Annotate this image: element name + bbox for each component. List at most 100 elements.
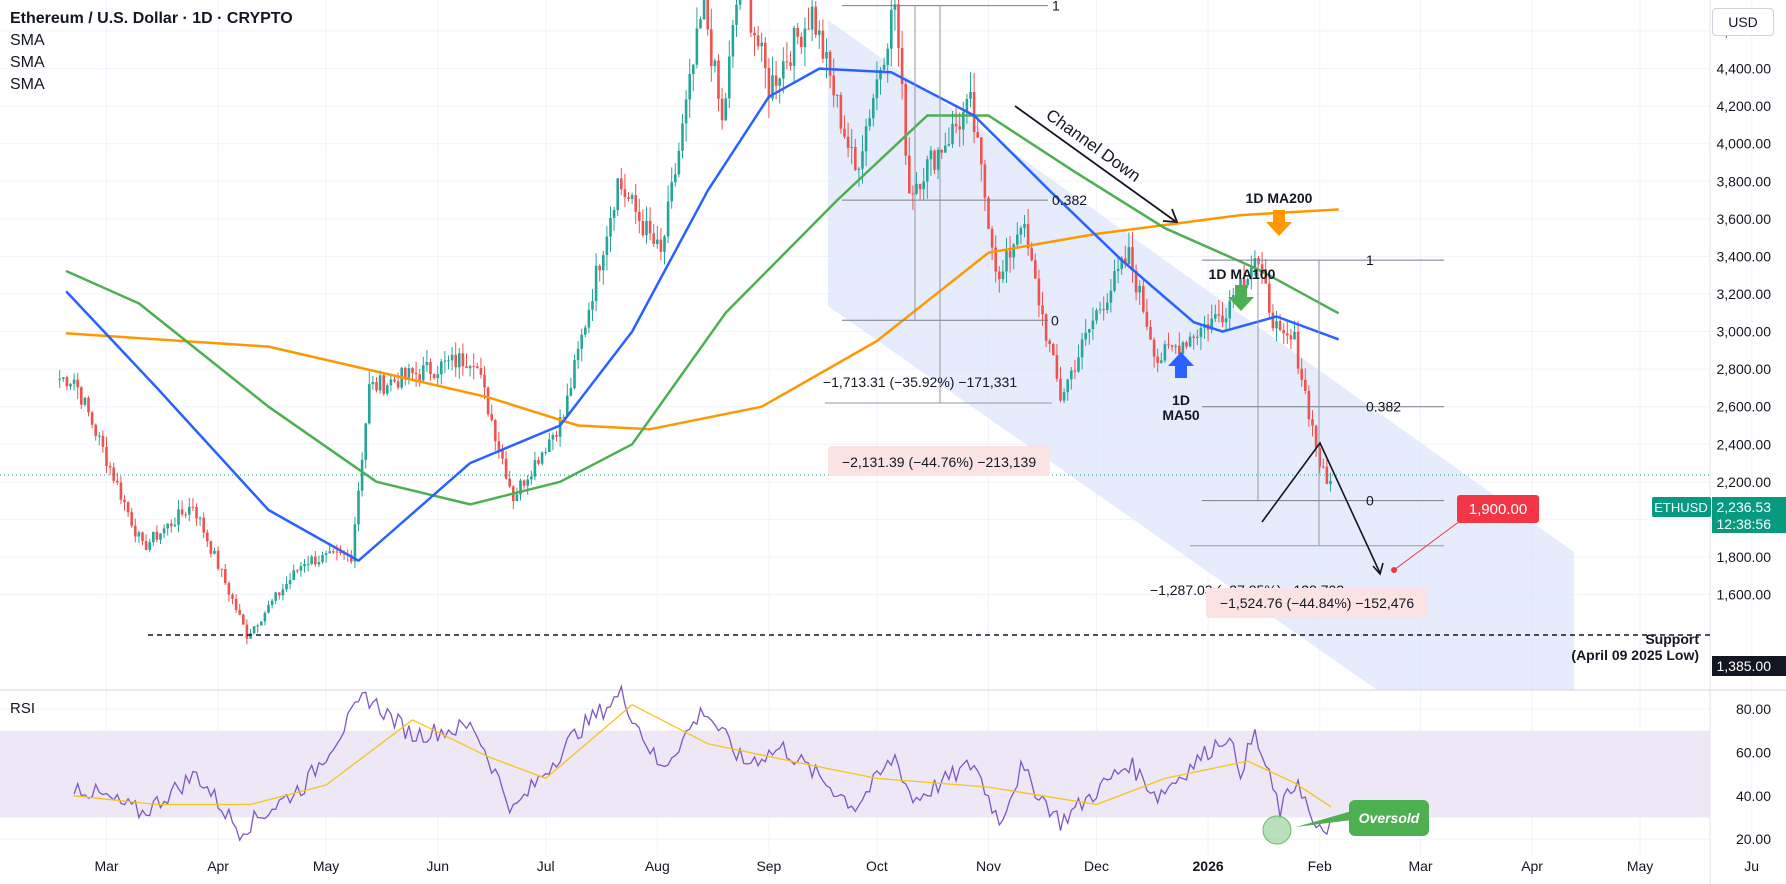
rsi-tick-label: 80.00 — [1736, 701, 1771, 717]
candle-body — [702, 0, 706, 20]
candle-body — [198, 517, 202, 519]
currency-button[interactable]: USD — [1712, 8, 1774, 36]
candle-body — [807, 28, 810, 30]
candle-body — [983, 164, 987, 198]
symbol-tag — [1652, 497, 1711, 517]
time-tick-label: Jun — [426, 858, 449, 874]
candle-body — [580, 334, 583, 349]
rsi-indicator-label[interactable]: RSI — [10, 700, 36, 717]
ma200-annotation: 1D MA200 — [1246, 190, 1313, 206]
ma100-line — [65, 114, 1339, 506]
time-tick-label: Mar — [1408, 858, 1432, 874]
price-tick-label: 4,400.00 — [1717, 61, 1772, 77]
candle-body — [389, 379, 393, 386]
candle-body — [537, 460, 540, 464]
candle-body — [1131, 247, 1134, 271]
candle-body — [630, 195, 634, 199]
candle-body — [278, 592, 281, 596]
candle-body — [260, 621, 263, 626]
candle-body — [602, 255, 605, 271]
candle-body — [324, 553, 328, 555]
price-tick-label: 3,600.00 — [1717, 211, 1772, 227]
candle-body — [638, 211, 641, 221]
candle-body — [774, 75, 778, 86]
price-tick-label: 3,400.00 — [1717, 248, 1772, 264]
candle-body — [1170, 345, 1174, 347]
time-tick-label: May — [313, 858, 339, 874]
candle-body — [339, 551, 342, 554]
candle-body — [1077, 357, 1080, 372]
candle-body — [652, 233, 655, 244]
ma200-arrow — [1266, 210, 1292, 236]
candle-body — [1037, 278, 1041, 306]
price-tick-label: 4,000.00 — [1717, 136, 1772, 152]
candle-body — [951, 123, 954, 145]
candle-body — [810, 6, 814, 30]
candle-body — [414, 372, 418, 375]
candle-body — [170, 523, 173, 527]
candle-body — [724, 98, 727, 121]
candle-body — [918, 183, 922, 190]
candle-body — [116, 480, 119, 483]
candle-body — [501, 449, 504, 459]
candle-body — [1325, 466, 1329, 485]
candle-body — [760, 42, 763, 47]
candle-body — [890, 9, 893, 49]
candle-body — [677, 150, 681, 175]
time-tick-label: Apr — [207, 858, 229, 874]
candle-body — [1066, 379, 1069, 393]
candle-body — [591, 301, 594, 310]
candle-body — [1145, 311, 1149, 327]
candle-body — [569, 388, 573, 396]
candle-body — [1282, 329, 1285, 334]
candle-body — [893, 4, 897, 10]
candle-body — [872, 98, 875, 119]
candle-body — [314, 556, 317, 565]
candle-body — [1005, 250, 1008, 272]
sma-indicator-3[interactable]: SMA — [10, 76, 45, 93]
time-tick-label: Jul — [537, 858, 555, 874]
price-tick-label: 2,800.00 — [1717, 361, 1772, 377]
fib1-level-label: 0 — [1051, 312, 1059, 328]
candle-body — [202, 517, 205, 533]
candle-body — [692, 64, 695, 74]
candle-body — [458, 353, 461, 368]
candle-body — [1149, 326, 1152, 340]
candle-body — [364, 423, 367, 460]
candle-body — [753, 32, 756, 36]
candle-body — [1109, 290, 1113, 303]
target-price-label: 1,900.00 — [1469, 501, 1527, 518]
candle-body — [375, 381, 378, 391]
candle-body — [1052, 344, 1055, 356]
candle-body — [382, 375, 385, 394]
fib-retracement-1: 1 0.382 0 −1,713.31 (−35.92%) −171,331 −2,13… — [823, 0, 1087, 476]
candle-body — [645, 220, 648, 236]
rsi-tick-label: 60.00 — [1736, 744, 1771, 760]
candle-body — [562, 417, 565, 419]
candle-body — [152, 531, 155, 543]
candle-body — [1023, 223, 1026, 229]
sma-indicator-1[interactable]: SMA — [10, 32, 45, 49]
candle-body — [1185, 342, 1188, 347]
candle-body — [123, 499, 126, 503]
candle-body — [1098, 309, 1102, 311]
candle-body — [220, 568, 223, 570]
candle-body — [479, 368, 483, 375]
rsi-tick-label: 20.00 — [1736, 831, 1771, 847]
candle-body — [699, 19, 702, 29]
candle-body — [681, 123, 684, 151]
candle-body — [422, 365, 425, 381]
candle-body — [922, 181, 925, 190]
ma50-line — [65, 67, 1339, 562]
candle-body — [710, 29, 713, 66]
candle-body — [378, 375, 382, 391]
candle-body — [137, 532, 141, 537]
sma-indicator-2[interactable]: SMA — [10, 54, 45, 71]
time-tick-label: Nov — [976, 858, 1001, 874]
candle-body — [976, 132, 979, 138]
candle-body — [688, 73, 691, 100]
price-tick-label: 2,600.00 — [1717, 399, 1772, 415]
candle-body — [1293, 331, 1296, 340]
candle-body — [224, 569, 227, 584]
